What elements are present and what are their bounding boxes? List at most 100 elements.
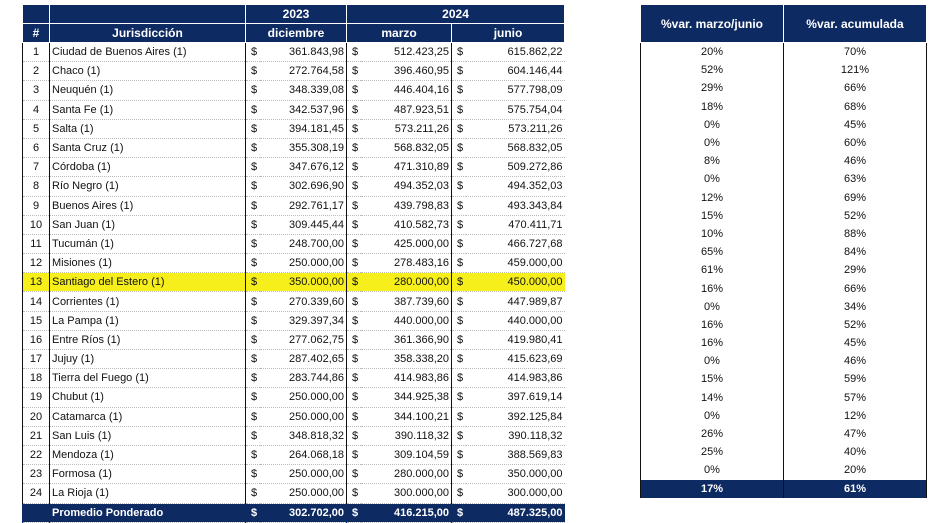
jurisdiction-name: La Rioja (1) [49, 483, 246, 504]
table-row: 8% 46% [640, 152, 927, 171]
currency-symbol: $ [346, 215, 361, 235]
table-row: 20 Catamarca (1) $250.000,00 $344.100,21 $39… [22, 407, 565, 427]
table-row: 16 Entre Ríos (1) $277.062,75 $361.366,90 $4… [22, 330, 565, 351]
var-acumulada-value: 47% [783, 424, 927, 444]
table-row: 17 Jujuy (1) $287.402,65 $358.338,20 $415.62… [22, 349, 565, 370]
jurisdiction-name: Santa Cruz (1) [49, 138, 246, 159]
currency-symbol: $ [346, 503, 361, 523]
var-acumulada-value: 34% [783, 297, 927, 316]
jurisdiction-name: Jujuy (1) [49, 349, 246, 370]
currency-symbol: $ [451, 407, 466, 427]
table-row: 3 Neuquén (1) $348.339,08 $446.404,16 $577.7… [22, 80, 565, 101]
table-row: 18 Tierra del Fuego (1) $283.744,86 $414.98… [22, 368, 565, 389]
var-marzo-junio-value: 15% [640, 206, 784, 225]
table-row: 2 Chaco (1) $272.764,58 $396.460,95 $604.146… [22, 61, 565, 82]
currency-symbol: $ [346, 80, 361, 101]
currency-symbol: $ [245, 215, 260, 235]
year-2024-header: 2024 [346, 4, 566, 24]
currency-symbol: $ [346, 330, 361, 351]
diciembre-value: 347.676,12 [259, 157, 347, 178]
marzo-header: marzo [346, 23, 453, 43]
var-marzo-junio-value: 8% [640, 152, 784, 171]
marzo-value: 494.352,03 [360, 176, 452, 197]
jurisdiction-name: San Juan (1) [49, 215, 246, 235]
table-row: 16% 66% [640, 279, 927, 298]
currency-symbol: $ [346, 253, 361, 274]
jurisdiction-name: Río Negro (1) [49, 176, 246, 197]
currency-symbol: $ [451, 61, 466, 82]
currency-symbol: $ [245, 387, 260, 408]
var-acumulada-value: 84% [783, 243, 927, 262]
currency-symbol: $ [245, 138, 260, 159]
junio-value: 419.980,41 [465, 330, 565, 351]
currency-symbol: $ [451, 426, 466, 446]
currency-symbol: $ [451, 349, 466, 370]
junio-value: 388.569,83 [465, 445, 565, 466]
marzo-value: 344.925,38 [360, 387, 452, 408]
table-row: 18% 68% [640, 97, 927, 116]
diciembre-value: 350.000,00 [259, 272, 347, 293]
table-row: 9 Buenos Aires (1) $292.761,17 $439.798,83 $… [22, 196, 565, 216]
diciembre-value: 302.696,90 [259, 176, 347, 197]
diciembre-value: 283.744,86 [259, 368, 347, 389]
table-row: 4 Santa Fe (1) $342.537,96 $487.923,51 $575.… [22, 100, 565, 120]
currency-symbol: $ [245, 368, 260, 389]
var-acumulada-value: 52% [783, 206, 927, 225]
table-row: 13 Santiago del Estero (1) $350.000,00 $280… [22, 272, 565, 293]
diciembre-header: diciembre [244, 23, 348, 43]
var-acumulada-value: 20% [783, 461, 927, 480]
currency-symbol: $ [346, 42, 361, 63]
var-marzo-junio-value: 14% [640, 388, 784, 407]
currency-symbol: $ [245, 407, 260, 427]
junio-value: 466.727,68 [465, 234, 565, 255]
junio-value: 577.798,09 [465, 80, 565, 101]
table-row: 29% 66% [640, 79, 927, 98]
junio-value: 459.000,00 [465, 253, 565, 274]
junio-value: 615.862,22 [465, 42, 565, 63]
row-number: 11 [22, 234, 50, 255]
jurisdiction-name: Mendoza (1) [49, 445, 246, 466]
var-marzo-junio-value: 18% [640, 97, 784, 116]
table-row: 16% 45% [640, 334, 927, 353]
row-number: 15 [22, 311, 50, 331]
var-acumulada-value: 46% [783, 152, 927, 171]
junio-value: 350.000,00 [465, 464, 565, 485]
row-number: 7 [22, 157, 50, 178]
var-marzo-junio-value: 26% [640, 424, 784, 444]
junio-value: 390.118,32 [465, 426, 565, 446]
marzo-value: 414.983,86 [360, 368, 452, 389]
junio-value: 575.754,04 [465, 100, 565, 120]
table-row: 61% 29% [640, 261, 927, 280]
marzo-value: 344.100,21 [360, 407, 452, 427]
table-row: 23 Formosa (1) $250.000,00 $280.000,00 $350.… [22, 464, 565, 485]
var-acumulada-value: 45% [783, 334, 927, 353]
currency-symbol: $ [451, 272, 466, 293]
table-row: 0% 46% [640, 352, 927, 371]
var-acumulada-value: 12% [783, 406, 927, 425]
currency-symbol: $ [451, 387, 466, 408]
table-row: 14% 57% [640, 388, 927, 407]
table-row: 21 San Luis (1) $348.818,32 $390.118,32 $390… [22, 426, 565, 446]
currency-symbol: $ [346, 426, 361, 446]
row-number: 3 [22, 80, 50, 101]
diciembre-value: 309.445,44 [259, 215, 347, 235]
jurisdiccion-header: Jurisdicción [49, 23, 246, 43]
row-number: 9 [22, 196, 50, 216]
var-marzo-junio-value: 0% [640, 352, 784, 371]
jurisdiction-name: Buenos Aires (1) [49, 196, 246, 216]
currency-symbol: $ [346, 119, 361, 139]
jurisdiction-name: Catamarca (1) [49, 407, 246, 427]
var-acumulada-value: 66% [783, 79, 927, 98]
table-row: 15% 52% [640, 206, 927, 225]
junio-value: 494.352,03 [465, 176, 565, 197]
marzo-value: 390.118,32 [360, 426, 452, 446]
currency-symbol: $ [346, 138, 361, 159]
marzo-value: 280.000,00 [360, 464, 452, 485]
table-row: 20% 70% [640, 42, 927, 62]
currency-symbol: $ [451, 464, 466, 485]
currency-symbol: $ [346, 291, 361, 312]
diciembre-value: 248.700,00 [259, 234, 347, 255]
var-marzo-junio-value: 16% [640, 279, 784, 298]
var-marzo-junio-value: 29% [640, 79, 784, 98]
marzo-value: 280.000,00 [360, 272, 452, 293]
